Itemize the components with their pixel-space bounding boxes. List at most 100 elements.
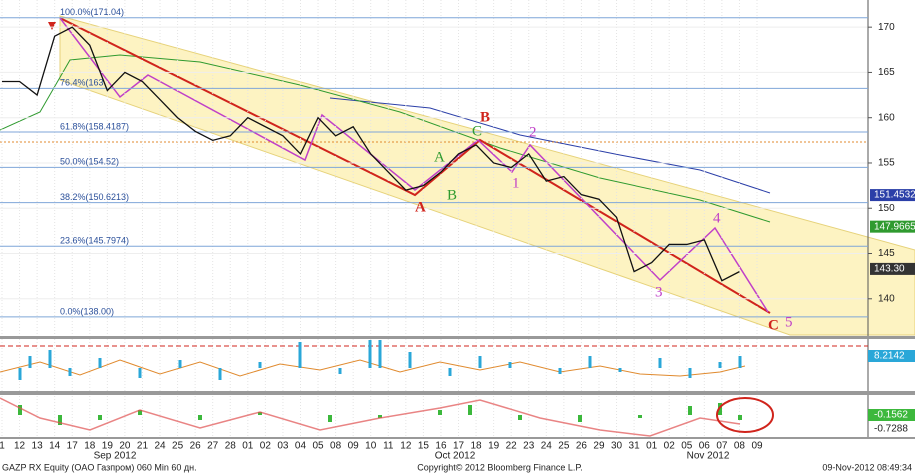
y-tick-label: 160 xyxy=(878,112,895,123)
panel-separator xyxy=(0,336,915,339)
fib-label: 100.0%(171.04) xyxy=(60,7,124,17)
wave-label: C xyxy=(472,123,482,139)
month-label: Sep 2012 xyxy=(94,451,137,462)
fib-label: 23.6%(145.7974) xyxy=(60,236,129,246)
moving-average xyxy=(329,97,771,194)
x-tick-label: 28 xyxy=(225,441,237,452)
x-tick-label: 25 xyxy=(558,441,570,452)
value-box xyxy=(870,262,915,275)
fib-label: 0.0%(138.00) xyxy=(60,306,114,316)
x-tick-label: 18 xyxy=(84,441,96,452)
value-box xyxy=(868,350,915,362)
x-tick-label: 10 xyxy=(365,441,377,452)
moving-average xyxy=(0,54,771,223)
y-tick-label: 145 xyxy=(878,248,895,259)
indicator-line xyxy=(0,397,741,437)
channel xyxy=(59,15,915,336)
indicator-bars xyxy=(18,340,742,380)
x-tick-label: 15 xyxy=(418,441,430,452)
x-tick-label: 31 xyxy=(629,441,641,452)
x-tick-label: 26 xyxy=(576,441,588,452)
y-tick-label: 150 xyxy=(878,203,895,214)
y-tick-label: 140 xyxy=(878,293,895,304)
x-tick-label: 19 xyxy=(488,441,500,452)
x-tick-label: 29 xyxy=(593,441,605,452)
value-label: 151.4532 xyxy=(874,190,915,201)
x-tick-label: 1 xyxy=(0,441,5,452)
x-tick-label: 05 xyxy=(681,441,693,452)
copyright: Copyright© 2012 Bloomberg Finance L.P. xyxy=(417,462,583,472)
wave-label: B xyxy=(480,109,490,125)
wave-label: A xyxy=(434,149,445,165)
wave-label: 4 xyxy=(713,210,721,226)
x-tick-label: 21 xyxy=(137,441,149,452)
marker xyxy=(48,22,56,30)
fib-label: 38.2%(150.6213) xyxy=(60,192,129,202)
x-tick-label: 26 xyxy=(190,441,202,452)
wave-label: 3 xyxy=(655,284,663,300)
x-tick-label: 19 xyxy=(102,441,114,452)
x-tick-label: 22 xyxy=(506,441,518,452)
value-box xyxy=(870,189,915,202)
panel-separator xyxy=(0,391,915,395)
x-tick-label: 25 xyxy=(172,441,184,452)
highlight-circle xyxy=(716,397,774,433)
wave-label: A xyxy=(415,199,426,215)
indicator-label: -0.1562 xyxy=(874,410,908,421)
x-tick-label: 08 xyxy=(734,441,746,452)
x-tick-label: 01 xyxy=(646,441,658,452)
wave-label: C xyxy=(768,317,779,333)
y-tick-label: 165 xyxy=(878,67,895,78)
panel-separator xyxy=(0,437,915,439)
x-tick-label: 09 xyxy=(348,441,360,452)
footer-title: GAZP RX Equity (OAO Газпром) 060 Min 60 … xyxy=(2,462,197,472)
timestamp: 09-Nov-2012 08:49:34 xyxy=(822,462,912,472)
x-tick-label: 07 xyxy=(716,441,728,452)
wave-label: 5 xyxy=(785,314,793,330)
x-tick-label: 23 xyxy=(523,441,535,452)
fib-label: 76.4%(163 xyxy=(60,78,104,88)
x-tick-label: 06 xyxy=(699,441,711,452)
x-tick-label: 24 xyxy=(541,441,553,452)
x-tick-label: 05 xyxy=(312,441,324,452)
x-tick-label: 04 xyxy=(295,441,307,452)
x-tick-label: 08 xyxy=(330,441,342,452)
wave-label: B xyxy=(447,187,457,203)
month-label: Nov 2012 xyxy=(687,451,730,462)
value-label: 143.30 xyxy=(874,264,905,275)
x-tick-label: 09 xyxy=(751,441,763,452)
value-box xyxy=(868,409,915,421)
wave-line xyxy=(59,17,769,313)
x-tick-label: 17 xyxy=(67,441,79,452)
wave-label: 2 xyxy=(529,124,537,140)
x-tick-label: 01 xyxy=(242,441,254,452)
x-tick-label: 17 xyxy=(453,441,465,452)
x-tick-label: 16 xyxy=(435,441,447,452)
value-box xyxy=(870,220,915,233)
x-tick-label: 20 xyxy=(119,441,131,452)
wave-label: 1 xyxy=(512,175,520,191)
price-line xyxy=(2,26,740,282)
indicator-bars xyxy=(18,403,742,425)
x-tick-label: 30 xyxy=(611,441,623,452)
fib-label: 61.8%(158.4187) xyxy=(60,121,129,131)
x-tick-label: 02 xyxy=(664,441,676,452)
indicator-label: -0.7288 xyxy=(874,424,908,435)
y-tick-label: 155 xyxy=(878,158,895,169)
x-tick-label: 24 xyxy=(154,441,166,452)
x-tick-label: 27 xyxy=(207,441,219,452)
x-tick-label: 12 xyxy=(14,441,26,452)
x-tick-label: 12 xyxy=(400,441,412,452)
x-tick-label: 03 xyxy=(277,441,289,452)
x-tick-label: 02 xyxy=(260,441,272,452)
x-tick-label: 18 xyxy=(471,441,483,452)
x-tick-label: 11 xyxy=(383,441,394,452)
x-tick-label: 13 xyxy=(32,441,44,452)
y-tick-label: 170 xyxy=(878,22,895,33)
value-label: 147.9665 xyxy=(874,221,915,232)
indicator-label: 8.2142 xyxy=(874,351,905,362)
fib-label: 50.0%(154.52) xyxy=(60,157,119,167)
month-label: Oct 2012 xyxy=(435,451,476,462)
x-tick-label: 14 xyxy=(49,441,61,452)
